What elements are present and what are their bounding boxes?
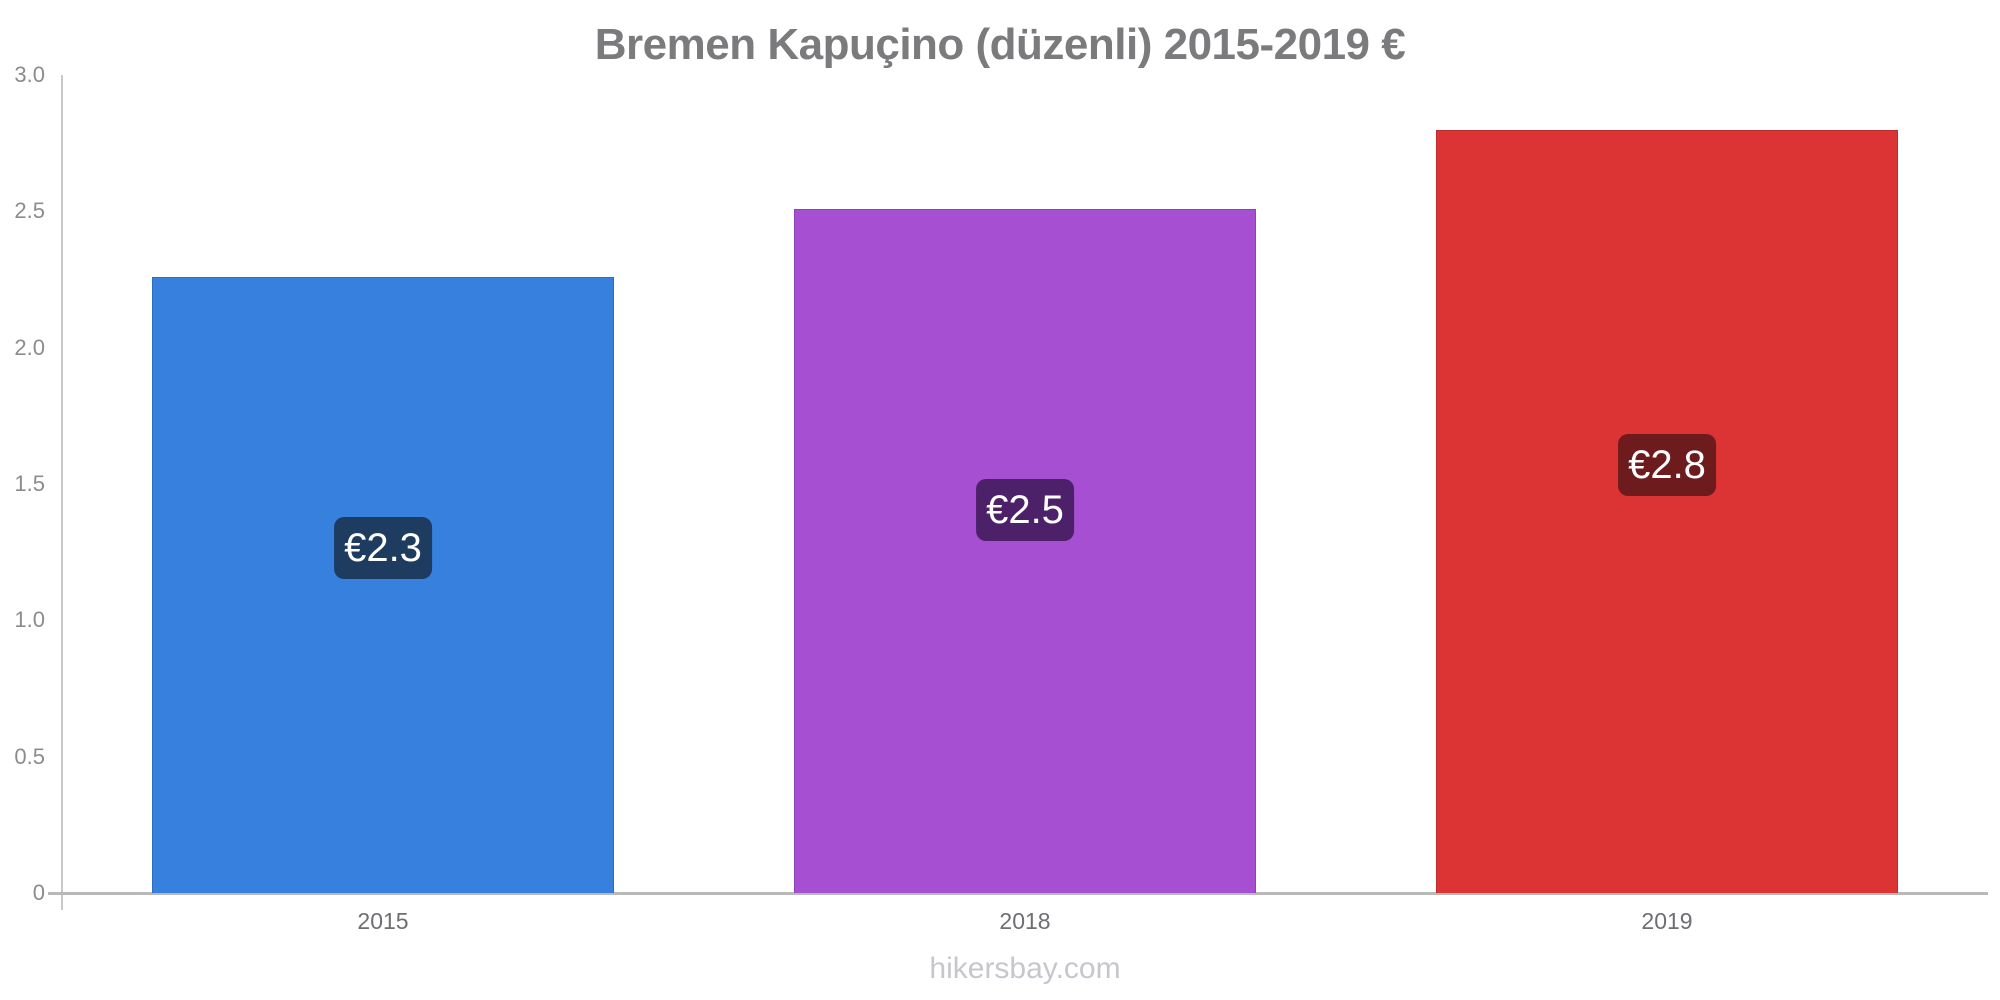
x-tick-label: 2015: [357, 908, 409, 934]
bar-2018: €2.5: [794, 209, 1256, 893]
y-tick-label: 1.0: [14, 607, 45, 633]
y-tick-label: 0: [32, 880, 45, 905]
x-axis-line: [48, 892, 1988, 895]
x-tick-label: 2018: [999, 908, 1051, 934]
bar-2019: €2.8: [1436, 130, 1898, 893]
y-tick-label: 2.0: [14, 334, 45, 360]
bar-value-badge: €2.5: [976, 479, 1074, 541]
bar-value-badge: €2.3: [334, 517, 432, 579]
x-tick-label: 2019: [1641, 908, 1693, 934]
watermark: hikersbay.com: [929, 952, 1121, 985]
y-tick-label: 2.5: [14, 198, 45, 224]
y-tick-label: 1.5: [14, 471, 45, 496]
y-tick-label: 0.5: [14, 743, 45, 769]
chart-title: Bremen Kapuçino (düzenli) 2015-2019 €: [594, 20, 1406, 69]
bar-2015: €2.3: [152, 277, 614, 893]
y-tick-label: 3.0: [14, 62, 45, 87]
y-axis-line: [61, 75, 63, 910]
bar-value-badge: €2.8: [1618, 434, 1716, 496]
